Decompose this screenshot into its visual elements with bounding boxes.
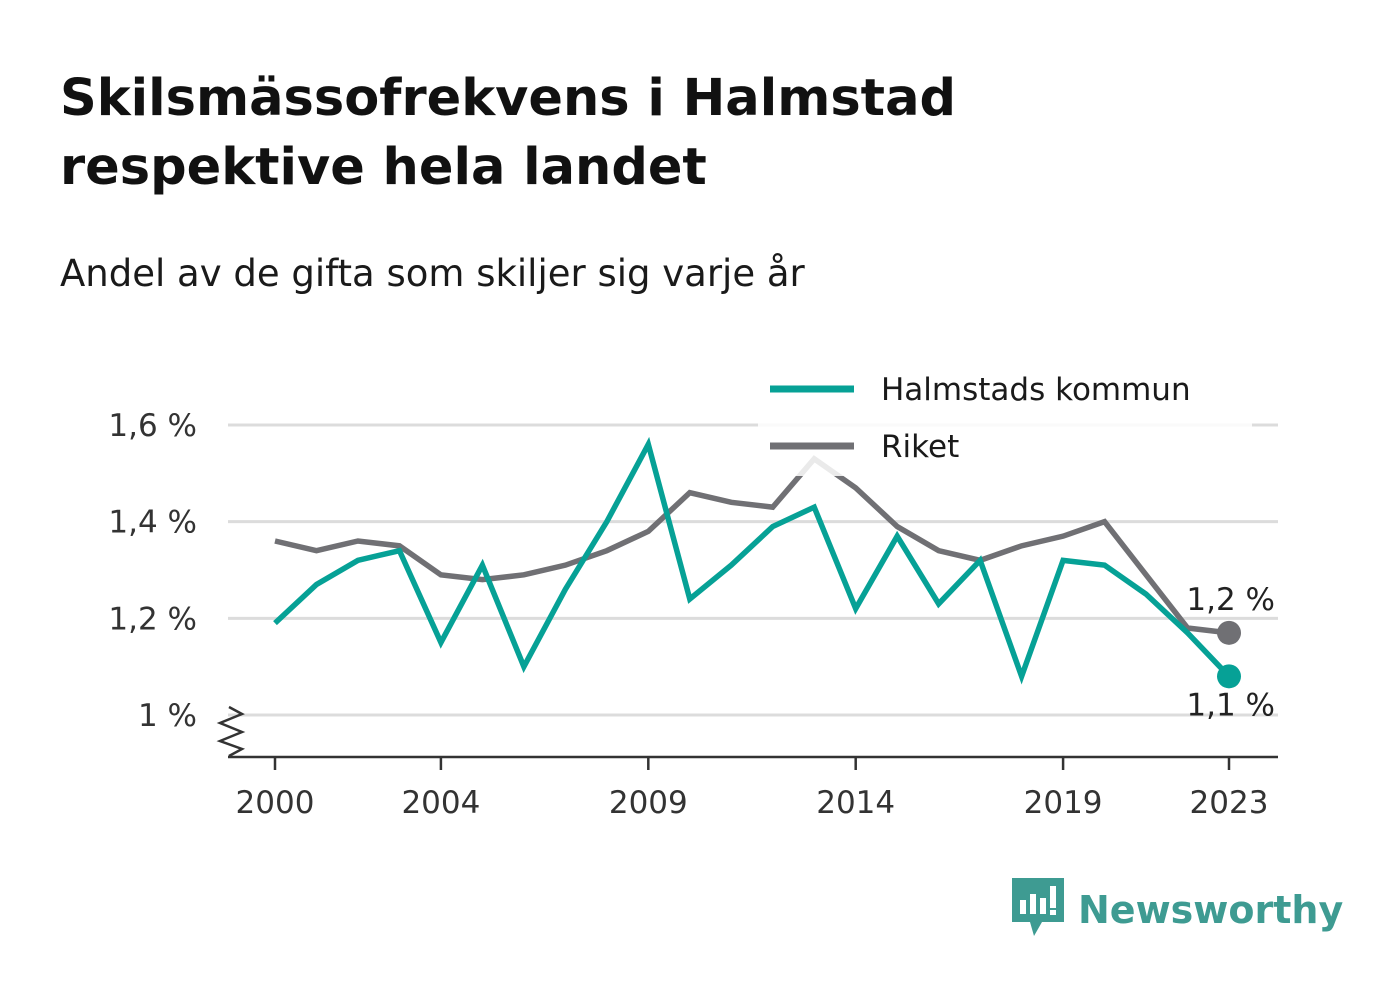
legend: Halmstads kommun Riket (758, 364, 1252, 476)
series-lines: 1,2 % 1,1 % (273, 436, 1275, 723)
x-tick-label: 2009 (609, 785, 688, 821)
x-tick-label: 2019 (1024, 785, 1103, 821)
y-tick-label: 1,6 % (108, 408, 197, 444)
y-tick-label: 1,2 % (108, 601, 197, 637)
x-axis: 2000 2004 2009 2014 2019 2023 (216, 705, 1278, 821)
series-line-0 (273, 436, 1231, 685)
series-end-point (1217, 664, 1241, 689)
chart-subtitle: Andel av de gifta som skiljer sig varje … (60, 252, 805, 295)
series-end-point (1217, 620, 1241, 645)
y-axis-ticks: 1 % 1,2 % 1,4 % 1,6 % (108, 408, 197, 734)
end-label-halmstad: 1,1 % (1186, 687, 1275, 723)
newsworthy-brand[interactable]: Newsworthy (1012, 878, 1343, 942)
legend-label: Halmstads kommun (881, 372, 1191, 408)
legend-label: Riket (881, 429, 959, 465)
series-line-1 (274, 455, 1230, 636)
legend-box (758, 364, 1252, 476)
x-tick-label: 2023 (1190, 785, 1269, 821)
newsworthy-logo-icon (1012, 878, 1064, 942)
brand-name: Newsworthy (1078, 888, 1344, 932)
y-tick-label: 1,4 % (108, 505, 197, 541)
x-tick-label: 2014 (816, 785, 895, 821)
y-tick-label: 1 % (138, 698, 197, 734)
end-label-riket: 1,2 % (1186, 582, 1275, 618)
x-tick-label: 2004 (401, 785, 480, 821)
chart-title: Skilsmässofrekvens i Halmstad respektive… (60, 69, 956, 197)
x-tick-label: 2000 (236, 785, 315, 821)
axis-break-icon (216, 705, 246, 758)
